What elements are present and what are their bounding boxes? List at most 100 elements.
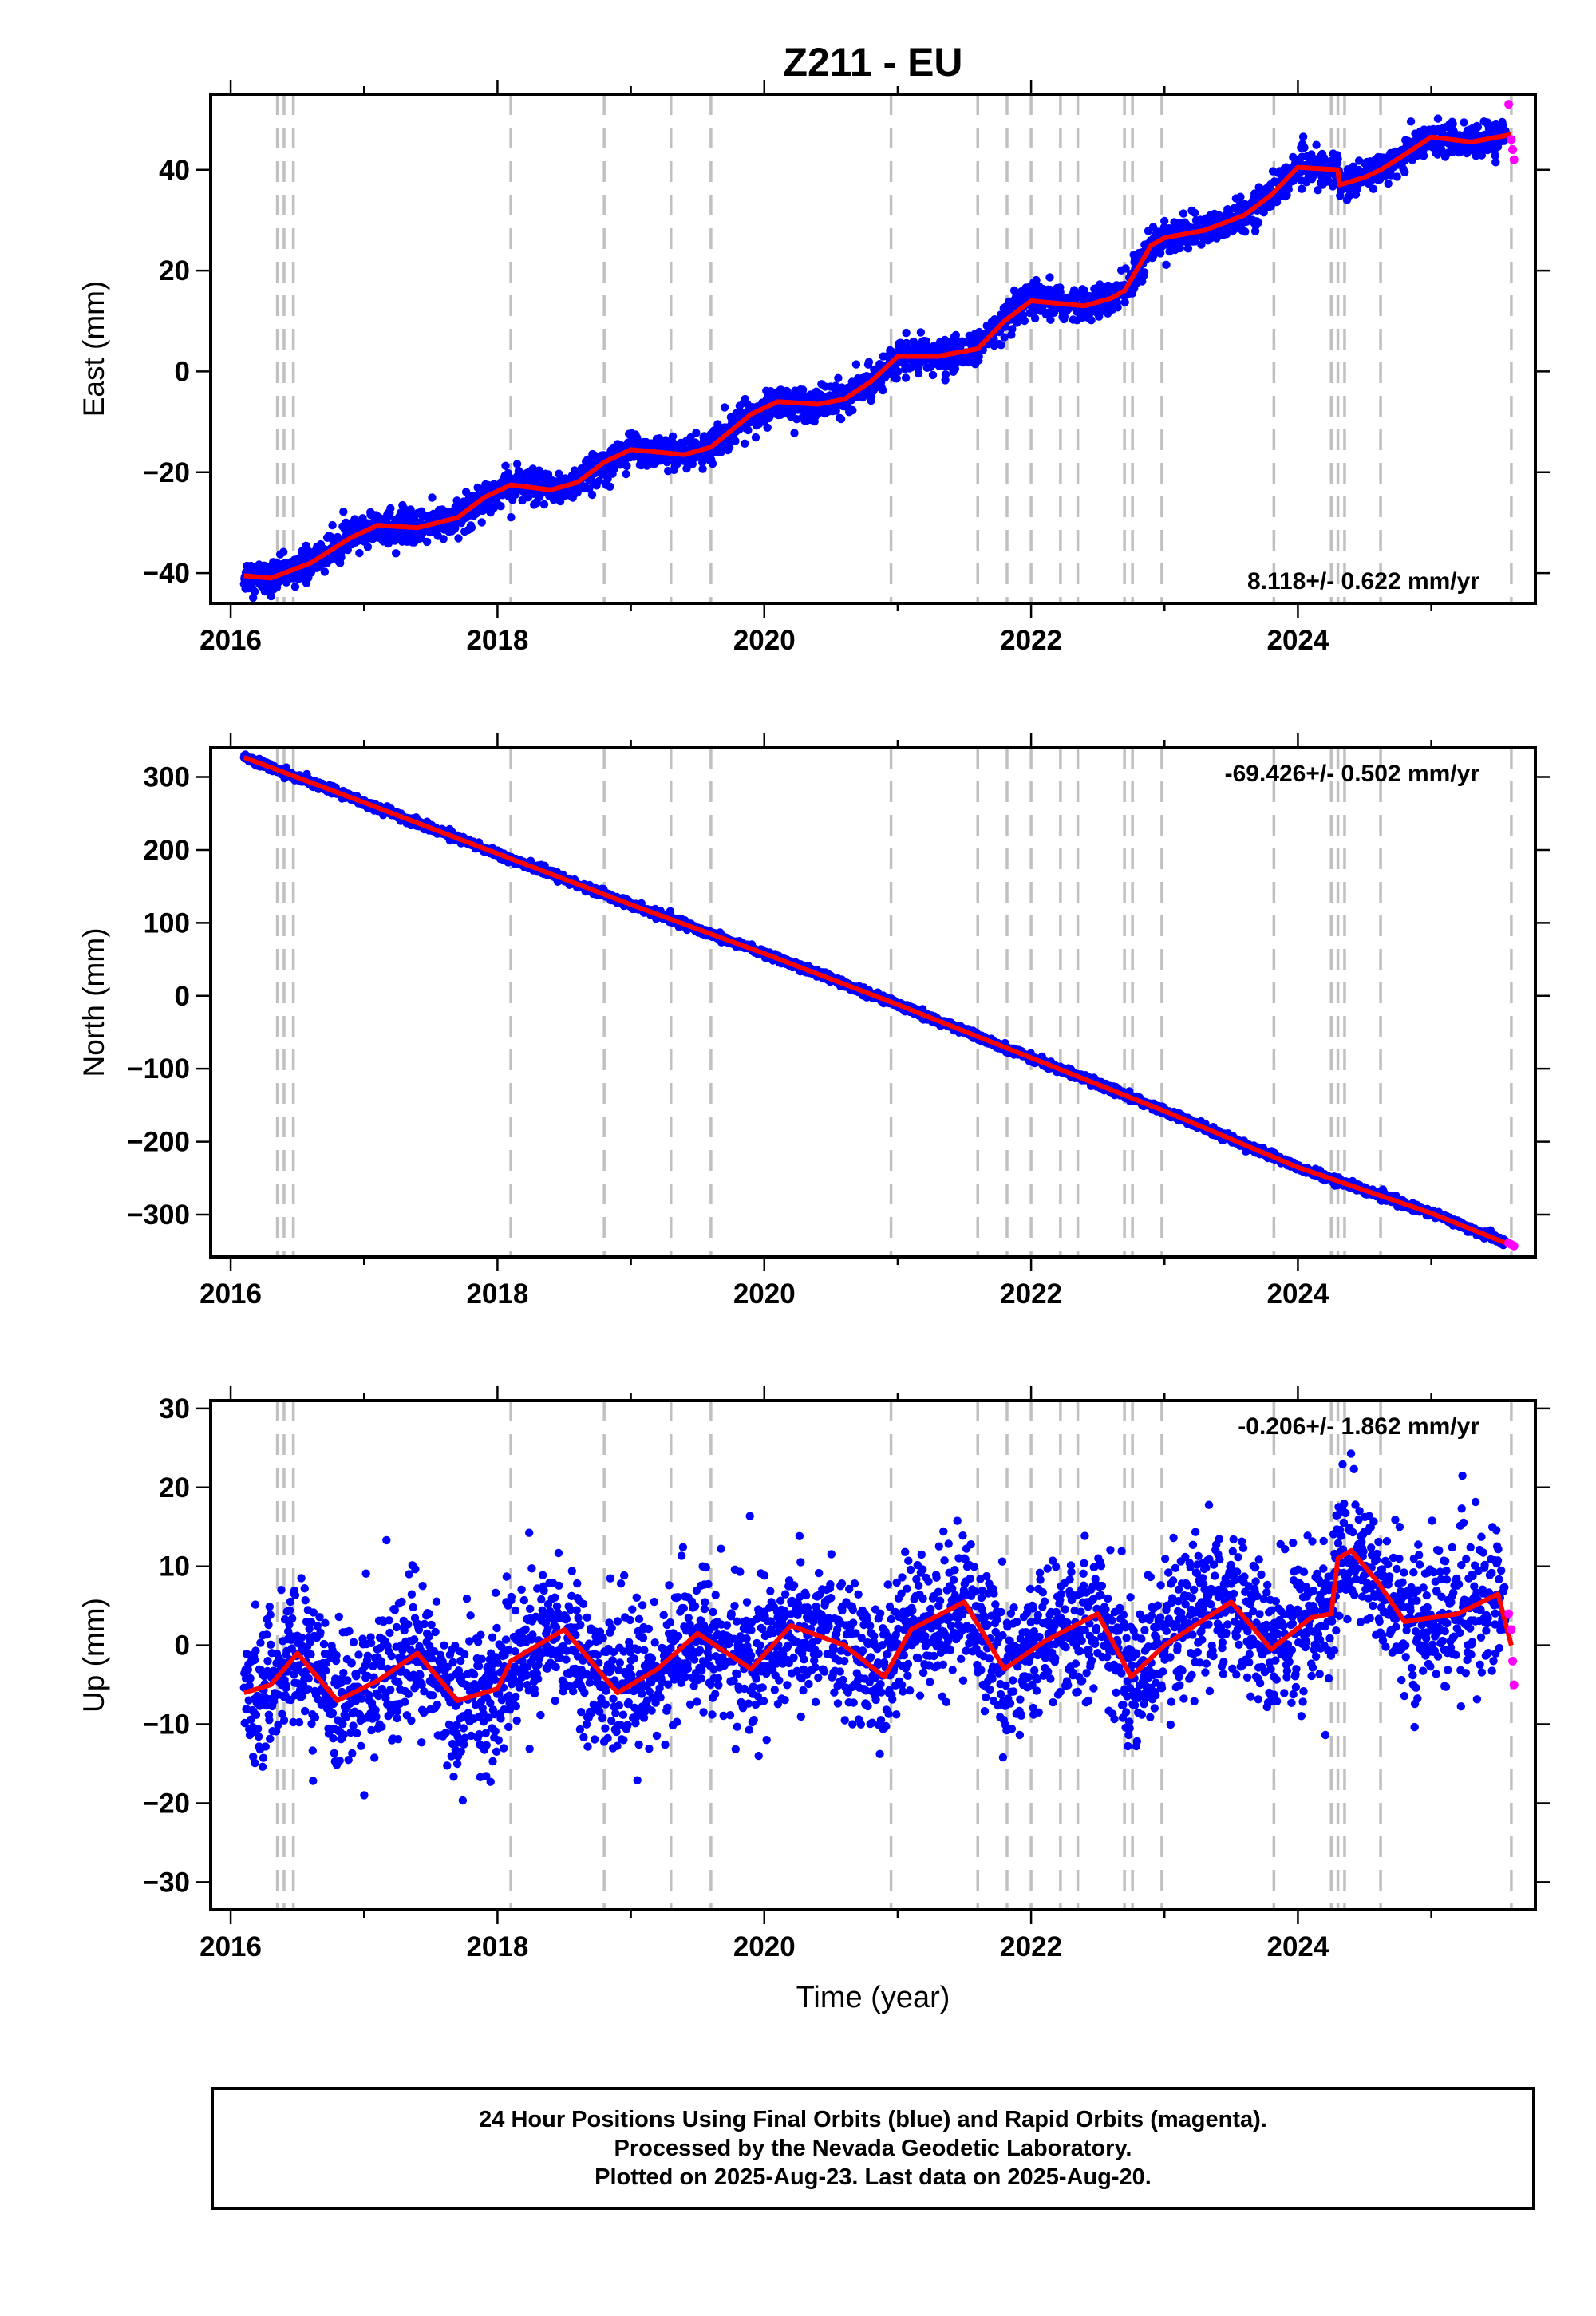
- x-tick-label: 2020: [733, 625, 796, 656]
- data-point: [662, 458, 671, 467]
- data-point: [1491, 158, 1500, 167]
- data-point: [1393, 172, 1401, 181]
- data-point: [1000, 333, 1009, 342]
- data-point: [1433, 114, 1443, 123]
- data-point: [587, 490, 597, 500]
- data-point: [741, 439, 749, 448]
- data-point: [1179, 209, 1188, 218]
- x-tick-label: 2018: [466, 625, 528, 656]
- data-point: [1056, 288, 1065, 297]
- data-point: [836, 414, 846, 424]
- data-point: [832, 406, 840, 415]
- data-point: [339, 508, 348, 516]
- y-axis-label: East (mm): [77, 281, 110, 417]
- data-point: [477, 518, 486, 527]
- y-tick-label: −20: [143, 457, 190, 488]
- data-point: [1254, 218, 1263, 227]
- data-point: [1284, 185, 1294, 194]
- data-point: [941, 370, 950, 379]
- data-point: [834, 373, 843, 382]
- data-point: [1045, 273, 1054, 282]
- data-point: [363, 543, 373, 551]
- data-point: [698, 464, 707, 473]
- data-point: [1046, 315, 1055, 324]
- data-point: [1140, 268, 1149, 277]
- data-point: [892, 374, 901, 383]
- data-point: [428, 493, 437, 502]
- data-point: [1460, 118, 1468, 127]
- data-point: [864, 358, 874, 366]
- data-point: [902, 328, 911, 338]
- data-point: [595, 476, 603, 485]
- data-point: [535, 466, 543, 475]
- data-point: [1477, 151, 1487, 160]
- plot-area: [239, 94, 1519, 603]
- data-point: [1369, 184, 1378, 193]
- y-tick-label: 0: [175, 356, 190, 387]
- data-point: [1175, 243, 1185, 253]
- data-point: [1473, 123, 1483, 132]
- data-point: [467, 523, 476, 532]
- data-point: [355, 548, 364, 558]
- data-point: [1087, 316, 1096, 325]
- panel-frame: [209, 93, 1537, 605]
- data-point: [974, 352, 983, 361]
- data-point: [708, 459, 717, 468]
- data-point: [392, 549, 401, 558]
- data-point: [901, 373, 911, 382]
- data-point: [539, 500, 549, 509]
- data-point: [1030, 314, 1040, 323]
- data-point: [1241, 227, 1250, 236]
- data-point: [1236, 192, 1245, 201]
- data-point: [320, 567, 330, 576]
- y-tick-label: 40: [159, 155, 190, 186]
- data-point: [267, 591, 275, 601]
- data-point: [1156, 249, 1165, 258]
- data-point: [1197, 240, 1206, 249]
- data-point: [731, 437, 740, 445]
- rapid-point: [1508, 144, 1518, 154]
- data-point: [763, 423, 772, 432]
- data-point: [751, 433, 760, 442]
- data-point: [328, 520, 337, 530]
- data-point: [1400, 168, 1409, 176]
- data-point: [1183, 244, 1193, 253]
- data-point: [1491, 151, 1500, 160]
- rapid-point: [1509, 155, 1519, 164]
- panel-north: 2016 2018 2020 2022 2024−300−200−10001002003…: [77, 733, 1550, 1310]
- data-point: [599, 451, 608, 460]
- rapid-point: [1507, 135, 1516, 144]
- data-point: [1298, 184, 1306, 193]
- data-point: [851, 360, 861, 369]
- plot-area: [239, 748, 1519, 1257]
- data-point: [507, 513, 516, 522]
- data-point: [1300, 143, 1309, 152]
- data-point: [848, 405, 857, 415]
- y-tick-label: 20: [159, 255, 190, 287]
- data-point: [250, 587, 259, 596]
- data-point: [496, 502, 505, 511]
- data-point: [744, 425, 753, 435]
- chart-title: Z211 - EU: [783, 40, 962, 85]
- data-point: [1020, 316, 1029, 326]
- y-tick-label: −40: [143, 558, 190, 589]
- data-point: [1384, 179, 1393, 188]
- data-point: [279, 547, 288, 556]
- data-point: [1121, 264, 1130, 273]
- data-point: [1333, 154, 1342, 164]
- data-point: [454, 534, 463, 543]
- data-point: [606, 482, 614, 491]
- data-point: [720, 403, 729, 412]
- data-point: [622, 469, 630, 479]
- x-tick-label: 2024: [1266, 625, 1329, 656]
- data-point: [290, 583, 300, 591]
- data-point: [1298, 132, 1308, 141]
- data-point: [790, 429, 799, 437]
- velocity-label: 8.118+/- 0.622 mm/yr: [1247, 568, 1479, 595]
- data-point: [1191, 208, 1199, 217]
- data-point: [692, 429, 701, 437]
- data-point: [668, 432, 678, 441]
- data-point: [682, 464, 691, 473]
